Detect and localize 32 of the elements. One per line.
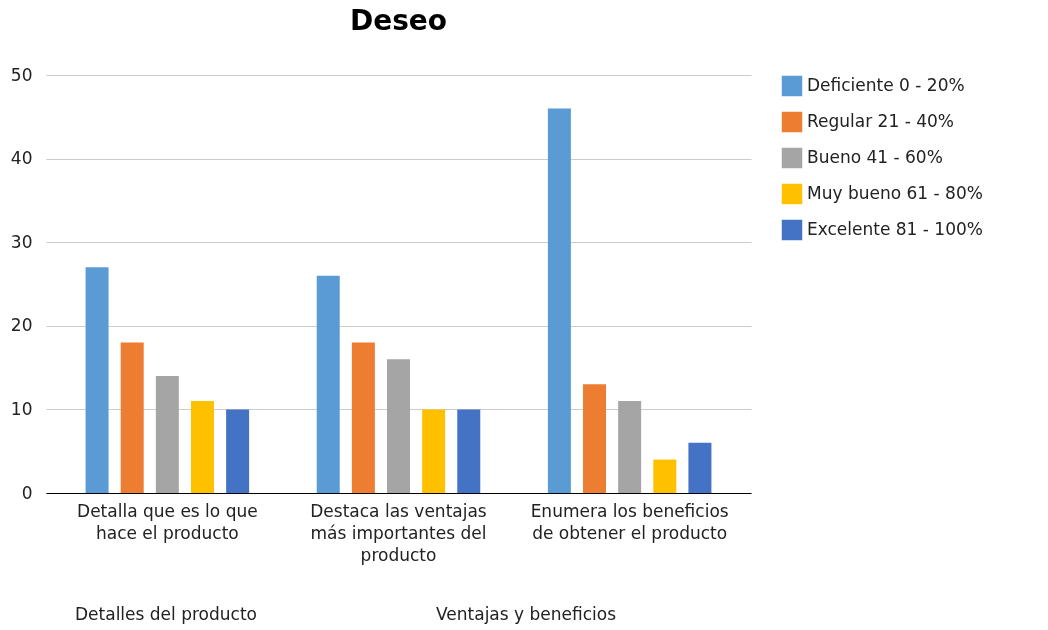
legend-label: Bueno 41 - 60%: [807, 147, 943, 167]
bar: [688, 442, 712, 493]
y-tick-label: 0: [21, 482, 33, 503]
bar: [316, 275, 340, 493]
bar: [155, 375, 179, 493]
text: Detalles del producto: [75, 604, 257, 624]
bar: [422, 409, 446, 493]
text: Ventajas y beneficios: [436, 604, 617, 624]
bar: [618, 401, 642, 493]
bar: [226, 409, 250, 493]
bar: [387, 359, 410, 493]
y-tick-label: 30: [10, 231, 33, 252]
chart-title: Deseo: [349, 4, 448, 37]
y-tick-label: 20: [10, 315, 33, 336]
x-tick-label: Detalla que es lo que hace el producto: [77, 500, 258, 543]
y-tick-label: 40: [10, 148, 33, 169]
bar: [653, 459, 677, 493]
legend-label: Muy bueno 61 - 80%: [807, 183, 983, 203]
legend-label: Regular 21 - 40%: [807, 111, 954, 131]
bar: [120, 342, 144, 493]
bar: [457, 409, 481, 493]
x-tick-label: Enumera los beneficios de obtener el producto: [530, 500, 729, 543]
legend-label: Excelente 81 - 100%: [807, 219, 983, 239]
bar: [190, 401, 214, 493]
bar: [85, 267, 109, 493]
bar: [547, 108, 571, 493]
y-tick-label: 10: [10, 398, 33, 419]
legend-label: Deficiente 0 - 20%: [807, 75, 965, 95]
y-tick-label: 50: [10, 64, 33, 85]
bar: [351, 342, 375, 493]
bar: [583, 384, 607, 493]
x-tick-label: Destaca las ventajas más importantes del producto: [310, 500, 487, 565]
